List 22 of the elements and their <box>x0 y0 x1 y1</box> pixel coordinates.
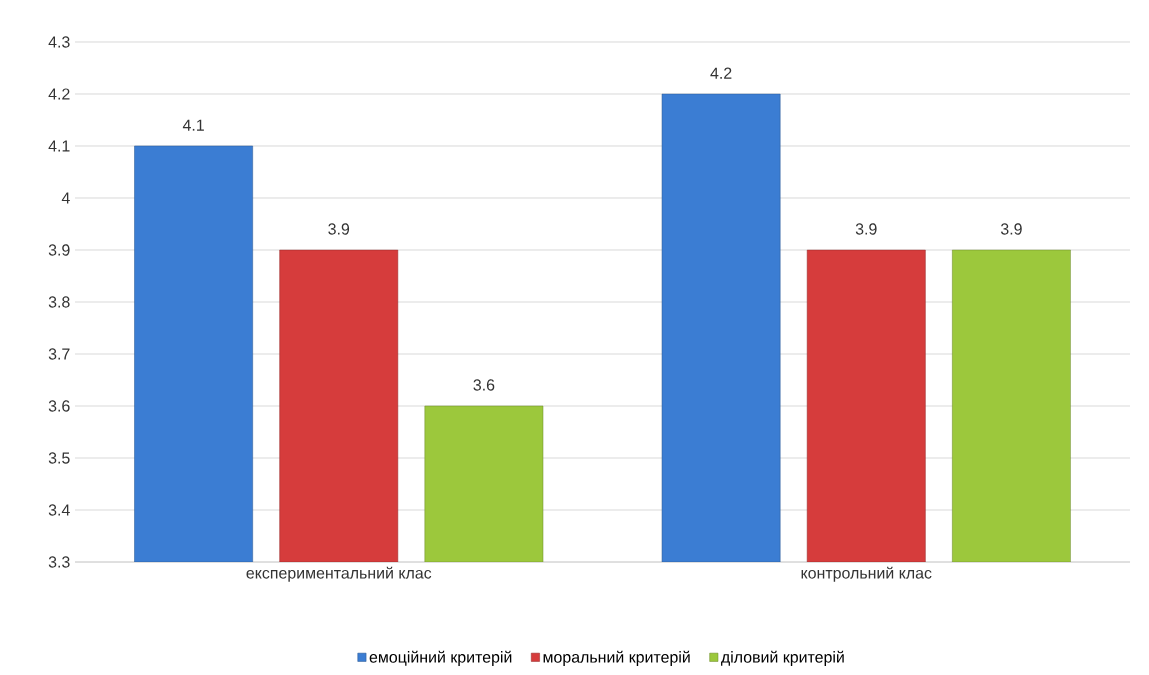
y-tick-label: 4.1 <box>48 140 70 152</box>
y-tick-label: 3.4 <box>48 504 70 516</box>
legend-label: діловий критерій <box>721 650 844 666</box>
x-tick-label: контрольний клас <box>801 566 932 582</box>
y-tick-label: 3.5 <box>48 452 70 464</box>
y-tick-label: 3.6 <box>48 400 70 412</box>
y-tick-label: 4.3 <box>48 36 70 48</box>
legend-label: емоційний критерій <box>369 650 512 666</box>
y-tick-label: 4 <box>61 192 70 204</box>
data-label: 3.6 <box>473 379 495 391</box>
y-tick-label: 4.2 <box>48 88 70 100</box>
data-label: 3.9 <box>328 223 350 235</box>
y-tick-label: 3.9 <box>48 244 70 256</box>
data-label: 4.2 <box>710 67 732 79</box>
y-tick-label: 3.8 <box>48 296 70 308</box>
data-label: 3.9 <box>855 223 877 235</box>
data-label: 3.9 <box>1000 223 1022 235</box>
x-tick-label: експериментальний клас <box>246 566 432 582</box>
y-tick-label: 3.3 <box>48 556 70 568</box>
data-label: 4.1 <box>182 119 204 131</box>
y-tick-label: 3.7 <box>48 348 70 360</box>
legend-label: моральний критерій <box>543 650 690 666</box>
